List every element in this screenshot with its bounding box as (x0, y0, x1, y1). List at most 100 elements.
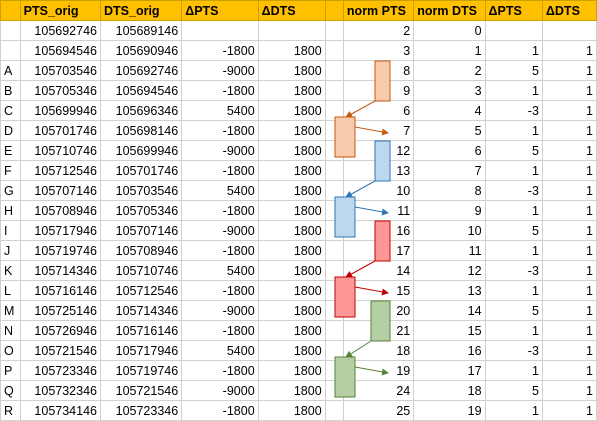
row-label-cell[interactable]: E (0, 140, 21, 161)
delta-dts-cell[interactable]: 1800 (257, 80, 326, 101)
spacer-cell[interactable] (324, 260, 344, 281)
norm-pts-cell[interactable]: 19 (342, 360, 415, 381)
dts-orig-cell[interactable]: 105696346 (99, 100, 183, 121)
norm-dts-cell[interactable]: 2 (413, 60, 486, 81)
spacer-cell[interactable] (324, 180, 344, 201)
dts-orig-cell[interactable]: 105703546 (99, 180, 183, 201)
norm-pts-cell[interactable]: 2 (342, 20, 415, 41)
norm-pts-cell[interactable]: 11 (342, 200, 415, 221)
norm-delta-dts-cell[interactable]: 1 (541, 40, 597, 61)
norm-dts-cell[interactable]: 18 (413, 380, 486, 401)
row-label-cell[interactable]: C (0, 100, 21, 121)
header-cell[interactable] (0, 0, 21, 21)
delta-dts-cell[interactable]: 1800 (257, 200, 326, 221)
row-label-cell[interactable]: O (0, 340, 21, 361)
dts-orig-cell[interactable]: 105690946 (99, 40, 183, 61)
delta-dts-cell[interactable]: 1800 (257, 180, 326, 201)
header-cell[interactable]: norm PTS (342, 0, 415, 21)
spacer-cell[interactable] (324, 120, 344, 141)
norm-pts-cell[interactable]: 16 (342, 220, 415, 241)
spacer-cell[interactable] (324, 340, 344, 361)
spacer-cell[interactable] (324, 160, 344, 181)
delta-dts-cell[interactable]: 1800 (257, 240, 326, 261)
row-label-cell[interactable]: I (0, 220, 21, 241)
norm-delta-dts-cell[interactable]: 1 (541, 120, 597, 141)
norm-delta-pts-cell[interactable]: -3 (484, 100, 543, 121)
delta-dts-cell[interactable]: 1800 (257, 140, 326, 161)
norm-dts-cell[interactable]: 11 (413, 240, 486, 261)
header-cell[interactable]: norm DTS (413, 0, 486, 21)
dts-orig-cell[interactable]: 105698146 (99, 120, 183, 141)
norm-delta-dts-cell[interactable]: 1 (541, 260, 597, 281)
norm-pts-cell[interactable]: 6 (342, 100, 415, 121)
pts-orig-cell[interactable]: 105732346 (19, 380, 102, 401)
norm-pts-cell[interactable]: 14 (342, 260, 415, 281)
pts-orig-cell[interactable]: 105723346 (19, 360, 102, 381)
pts-orig-cell[interactable]: 105719746 (19, 240, 102, 261)
norm-delta-dts-cell[interactable] (541, 20, 597, 41)
delta-pts-cell[interactable]: -1800 (181, 280, 259, 301)
norm-dts-cell[interactable]: 3 (413, 80, 486, 101)
norm-delta-dts-cell[interactable]: 1 (541, 320, 597, 341)
row-label-cell[interactable]: Q (0, 380, 21, 401)
norm-delta-dts-cell[interactable]: 1 (541, 400, 597, 421)
norm-dts-cell[interactable]: 17 (413, 360, 486, 381)
norm-pts-cell[interactable]: 21 (342, 320, 415, 341)
dts-orig-cell[interactable]: 105712546 (99, 280, 183, 301)
norm-dts-cell[interactable]: 6 (413, 140, 486, 161)
spacer-cell[interactable] (324, 200, 344, 221)
norm-delta-pts-cell[interactable]: 5 (484, 300, 543, 321)
row-label-cell[interactable]: F (0, 160, 21, 181)
header-cell[interactable]: ΔPTS (484, 0, 543, 21)
row-label-cell[interactable]: N (0, 320, 21, 341)
delta-pts-cell[interactable]: -1800 (181, 200, 259, 221)
norm-pts-cell[interactable]: 9 (342, 80, 415, 101)
norm-delta-dts-cell[interactable]: 1 (541, 280, 597, 301)
dts-orig-cell[interactable]: 105723346 (99, 400, 183, 421)
delta-pts-cell[interactable]: 5400 (181, 260, 259, 281)
norm-delta-pts-cell[interactable]: 1 (484, 160, 543, 181)
norm-dts-cell[interactable]: 4 (413, 100, 486, 121)
norm-pts-cell[interactable]: 8 (342, 60, 415, 81)
delta-pts-cell[interactable]: -1800 (181, 120, 259, 141)
spacer-cell[interactable] (324, 400, 344, 421)
dts-orig-cell[interactable]: 105710746 (99, 260, 183, 281)
spacer-cell[interactable] (324, 360, 344, 381)
norm-delta-dts-cell[interactable]: 1 (541, 140, 597, 161)
norm-delta-pts-cell[interactable]: 5 (484, 220, 543, 241)
delta-dts-cell[interactable]: 1800 (257, 320, 326, 341)
delta-pts-cell[interactable]: -1800 (181, 360, 259, 381)
pts-orig-cell[interactable]: 105725146 (19, 300, 102, 321)
norm-pts-cell[interactable]: 15 (342, 280, 415, 301)
row-label-cell[interactable]: J (0, 240, 21, 261)
norm-delta-pts-cell[interactable]: 1 (484, 200, 543, 221)
delta-pts-cell[interactable]: -9000 (181, 300, 259, 321)
pts-orig-cell[interactable]: 105692746 (19, 20, 102, 41)
norm-pts-cell[interactable]: 13 (342, 160, 415, 181)
delta-dts-cell[interactable]: 1800 (257, 120, 326, 141)
norm-delta-pts-cell[interactable]: 1 (484, 240, 543, 261)
norm-delta-pts-cell[interactable]: 1 (484, 120, 543, 141)
norm-dts-cell[interactable]: 12 (413, 260, 486, 281)
spacer-cell[interactable] (324, 320, 344, 341)
delta-dts-cell[interactable]: 1800 (257, 220, 326, 241)
pts-orig-cell[interactable]: 105708946 (19, 200, 102, 221)
delta-pts-cell[interactable]: -1800 (181, 320, 259, 341)
norm-pts-cell[interactable]: 18 (342, 340, 415, 361)
dts-orig-cell[interactable]: 105701746 (99, 160, 183, 181)
delta-pts-cell[interactable]: -1800 (181, 80, 259, 101)
dts-orig-cell[interactable]: 105707146 (99, 220, 183, 241)
norm-pts-cell[interactable]: 24 (342, 380, 415, 401)
spacer-cell[interactable] (324, 220, 344, 241)
dts-orig-cell[interactable]: 105694546 (99, 80, 183, 101)
delta-pts-cell[interactable]: 5400 (181, 100, 259, 121)
dts-orig-cell[interactable]: 105692746 (99, 60, 183, 81)
dts-orig-cell[interactable]: 105699946 (99, 140, 183, 161)
dts-orig-cell[interactable]: 105717946 (99, 340, 183, 361)
delta-pts-cell[interactable] (181, 20, 259, 41)
norm-pts-cell[interactable]: 20 (342, 300, 415, 321)
norm-dts-cell[interactable]: 13 (413, 280, 486, 301)
norm-delta-pts-cell[interactable]: 1 (484, 40, 543, 61)
norm-pts-cell[interactable]: 7 (342, 120, 415, 141)
norm-dts-cell[interactable]: 1 (413, 40, 486, 61)
